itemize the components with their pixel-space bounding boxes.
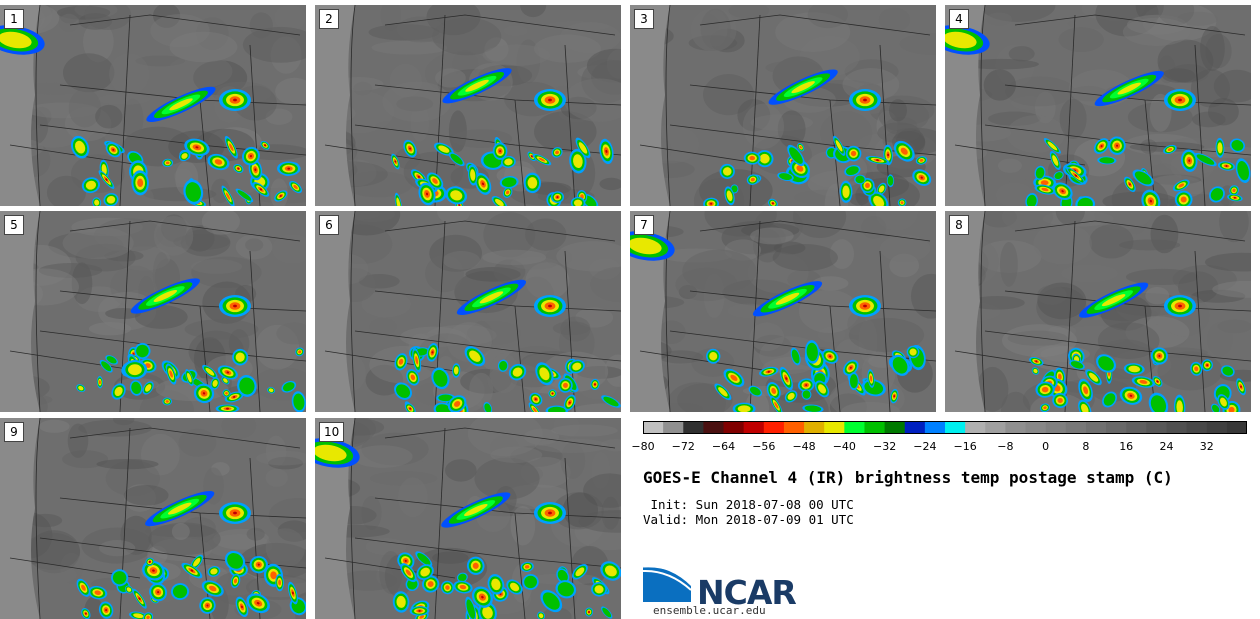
colorbar-tick-label: −56 xyxy=(752,440,776,453)
postage-stamp-panel: 8 xyxy=(945,211,1251,412)
colorbar-swatch xyxy=(804,421,825,434)
colorbar-swatch xyxy=(945,421,966,434)
ir-satellite-map xyxy=(0,5,306,206)
postage-stamp-panel: 6 xyxy=(315,211,621,412)
ir-satellite-map xyxy=(630,5,936,206)
colorbar-swatch xyxy=(1126,421,1147,434)
colorbar-tick-label: −32 xyxy=(872,440,897,453)
postage-stamp-panel: 2 xyxy=(315,5,621,206)
panel-number-label: 5 xyxy=(4,215,24,235)
colorbar-tick-label: −16 xyxy=(953,440,977,453)
colorbar-swatch xyxy=(783,421,805,434)
colorbar-swatch xyxy=(965,421,986,434)
colorbar-swatch xyxy=(1085,421,1107,434)
colorbar-swatch xyxy=(844,421,865,434)
colorbar-swatch xyxy=(985,421,1006,434)
colorbar-swatch xyxy=(864,421,886,434)
ir-satellite-map xyxy=(0,418,306,619)
colorbar-tick-label: 16 xyxy=(1119,440,1134,453)
panel-number-label: 3 xyxy=(634,9,654,29)
colorbar-tick-label: 32 xyxy=(1199,440,1214,453)
colorbar-swatch xyxy=(1106,421,1127,434)
colorbar-swatch xyxy=(743,421,765,434)
colorbar-swatch xyxy=(1065,421,1087,434)
colorbar-tick-label: −80 xyxy=(631,440,655,453)
colorbar xyxy=(643,421,1247,434)
ir-satellite-map xyxy=(315,211,621,412)
valid-time: Valid: Mon 2018-07-09 01 UTC xyxy=(643,512,854,527)
init-time: Init: Sun 2018-07-08 00 UTC xyxy=(643,497,854,512)
figure-title: GOES-E Channel 4 (IR) brightness temp po… xyxy=(643,468,1173,487)
ncar-logo-icon xyxy=(643,564,695,602)
panel-number-label: 10 xyxy=(319,422,345,442)
colorbar-tick-label: −8 xyxy=(997,440,1014,453)
colorbar-tick-label: 24 xyxy=(1159,440,1174,453)
postage-stamp-panel: 5 xyxy=(0,211,306,412)
panel-number-label: 6 xyxy=(319,215,339,235)
postage-stamp-panel: 4 xyxy=(945,5,1251,206)
ir-satellite-map xyxy=(0,211,306,412)
colorbar-swatch xyxy=(1045,421,1067,434)
colorbar-swatch xyxy=(723,421,745,434)
colorbar-tick-label: −40 xyxy=(832,440,856,453)
colorbar-swatch xyxy=(824,421,845,434)
panel-number-label: 2 xyxy=(319,9,339,29)
colorbar-swatch xyxy=(1146,421,1167,434)
ir-satellite-map xyxy=(315,5,621,206)
colorbar-swatch xyxy=(1206,421,1228,434)
ir-satellite-map xyxy=(945,211,1251,412)
ir-satellite-map xyxy=(945,5,1251,206)
postage-stamp-panel: 10 xyxy=(315,418,621,619)
colorbar-swatch xyxy=(1226,421,1247,434)
colorbar-tick-label: 8 xyxy=(1082,440,1090,453)
colorbar-swatch xyxy=(643,421,664,434)
ncar-logo-text: NCAR xyxy=(697,573,797,612)
postage-stamp-panel: 9 xyxy=(0,418,306,619)
colorbar-tick-label: −72 xyxy=(671,440,695,453)
colorbar-tick-label: 0 xyxy=(1042,440,1050,453)
colorbar-ticks: −80 −72 −64 −56 −48 −40 −32 −24 −16 −8 0 8 16 24 32 xyxy=(631,440,1247,456)
panel-number-label: 8 xyxy=(949,215,969,235)
panel-number-label: 9 xyxy=(4,422,24,442)
colorbar-swatch xyxy=(1186,421,1208,434)
postage-stamp-panel: 3 xyxy=(630,5,936,206)
postage-stamp-panel: 7 xyxy=(630,211,936,412)
colorbar-swatch xyxy=(763,421,785,434)
colorbar-tick-label: −48 xyxy=(792,440,816,453)
colorbar-swatch xyxy=(683,421,704,434)
postage-stamp-panel: 1 xyxy=(0,5,306,206)
colorbar-swatch xyxy=(904,421,926,434)
panel-number-label: 4 xyxy=(949,9,969,29)
panel-number-label: 1 xyxy=(4,9,24,29)
colorbar-swatch xyxy=(1166,421,1188,434)
colorbar-swatch xyxy=(1005,421,1027,434)
colorbar-swatch xyxy=(1025,421,1047,434)
colorbar-swatch xyxy=(884,421,906,434)
ir-satellite-map xyxy=(630,211,936,412)
colorbar-swatch xyxy=(924,421,946,434)
colorbar-tick-label: −64 xyxy=(711,440,736,453)
colorbar-tick-label: −24 xyxy=(913,440,937,453)
panel-number-label: 7 xyxy=(634,215,654,235)
colorbar-swatch xyxy=(663,421,684,434)
logo-url: ensemble.ucar.edu xyxy=(653,604,766,617)
ir-satellite-map xyxy=(315,418,621,619)
colorbar-swatch xyxy=(703,421,725,434)
